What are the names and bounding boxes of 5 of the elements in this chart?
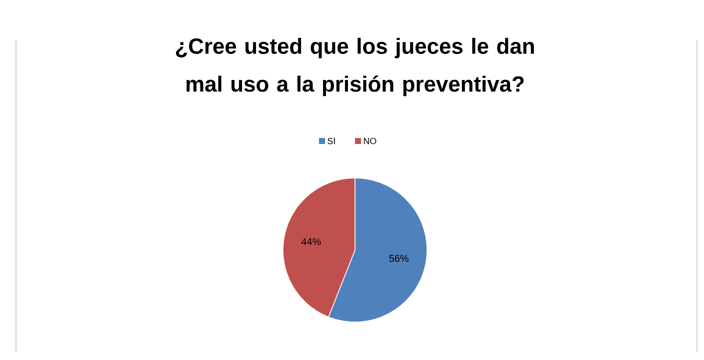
legend-label: SI	[328, 138, 335, 144]
legend-label: NO	[364, 138, 376, 144]
data-label: 56%	[389, 254, 408, 262]
data-label: 44%	[301, 238, 321, 246]
chart-title: ¿Cree usted que los jueces le dan mal uso a la prisión preventiva?	[176, 38, 534, 96]
